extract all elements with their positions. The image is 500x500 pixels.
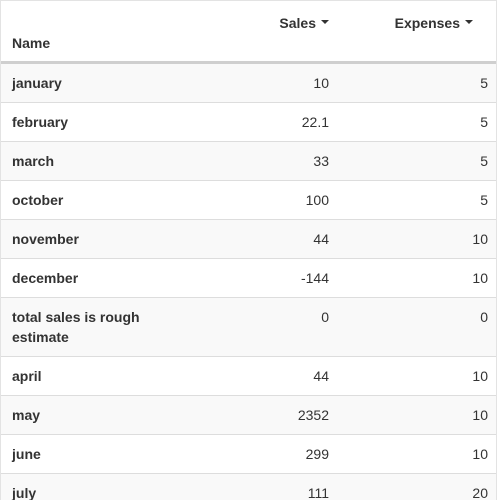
cell-expenses: 5 [341,62,496,103]
cell-expenses: 5 [341,141,496,181]
cell-name: february [1,102,171,142]
cell-expenses: 10 [341,395,496,435]
caret-down-icon [465,20,473,25]
cell-name: november [1,219,171,259]
cell-sales: 2352 [171,395,341,435]
cell-expenses: 10 [341,219,496,259]
cell-name: october [1,180,171,220]
cell-sales: 299 [171,434,341,474]
cell-name: july [1,473,171,500]
table-row[interactable]: november 44 10 [1,219,496,259]
table-row[interactable]: january 10 5 [1,62,496,103]
table-row[interactable]: total sales is rough estimate 0 0 [1,297,496,357]
cell-name: january [1,62,171,103]
table-row[interactable]: december -144 10 [1,258,496,298]
cell-sales: 22.1 [171,102,341,142]
table-row[interactable]: may 2352 10 [1,395,496,435]
column-header-label: Expenses [394,15,460,31]
table-row[interactable]: april 44 10 [1,356,496,396]
table-body: january 10 5 february 22.1 5 march 33 5 october 10… [1,62,496,500]
cell-name: june [1,434,171,474]
column-header-sales[interactable]: Sales [171,1,341,64]
table-row[interactable]: july 111 20 [1,473,496,500]
table-row[interactable]: february 22.1 5 [1,102,496,142]
cell-sales: 0 [171,297,341,357]
cell-sales: 10 [171,62,341,103]
header-row: Name Sales Expenses [1,1,496,64]
table-row[interactable]: march 33 5 [1,141,496,181]
cell-name: march [1,141,171,181]
column-header-name: Name [1,1,171,64]
cell-expenses: 20 [341,473,496,500]
cell-name: december [1,258,171,298]
cell-expenses: 5 [341,102,496,142]
cell-name: total sales is rough estimate [1,297,171,357]
cell-sales: 33 [171,141,341,181]
cell-sales: 44 [171,219,341,259]
column-header-label: Name [12,35,51,51]
cell-name: may [1,395,171,435]
cell-expenses: 10 [341,434,496,474]
cell-sales: 44 [171,356,341,396]
cell-expenses: 5 [341,180,496,220]
cell-sales: 111 [171,473,341,500]
cell-sales: -144 [171,258,341,298]
cell-expenses: 0 [341,297,496,357]
cell-expenses: 10 [341,356,496,396]
caret-down-icon [321,20,329,25]
cell-sales: 100 [171,180,341,220]
table-row[interactable]: october 100 5 [1,180,496,220]
cell-expenses: 10 [341,258,496,298]
table-header: Name Sales Expenses [1,1,496,64]
column-header-label: Sales [279,15,316,31]
column-header-expenses[interactable]: Expenses [341,1,496,64]
table-row[interactable]: june 299 10 [1,434,496,474]
cell-name: april [1,356,171,396]
